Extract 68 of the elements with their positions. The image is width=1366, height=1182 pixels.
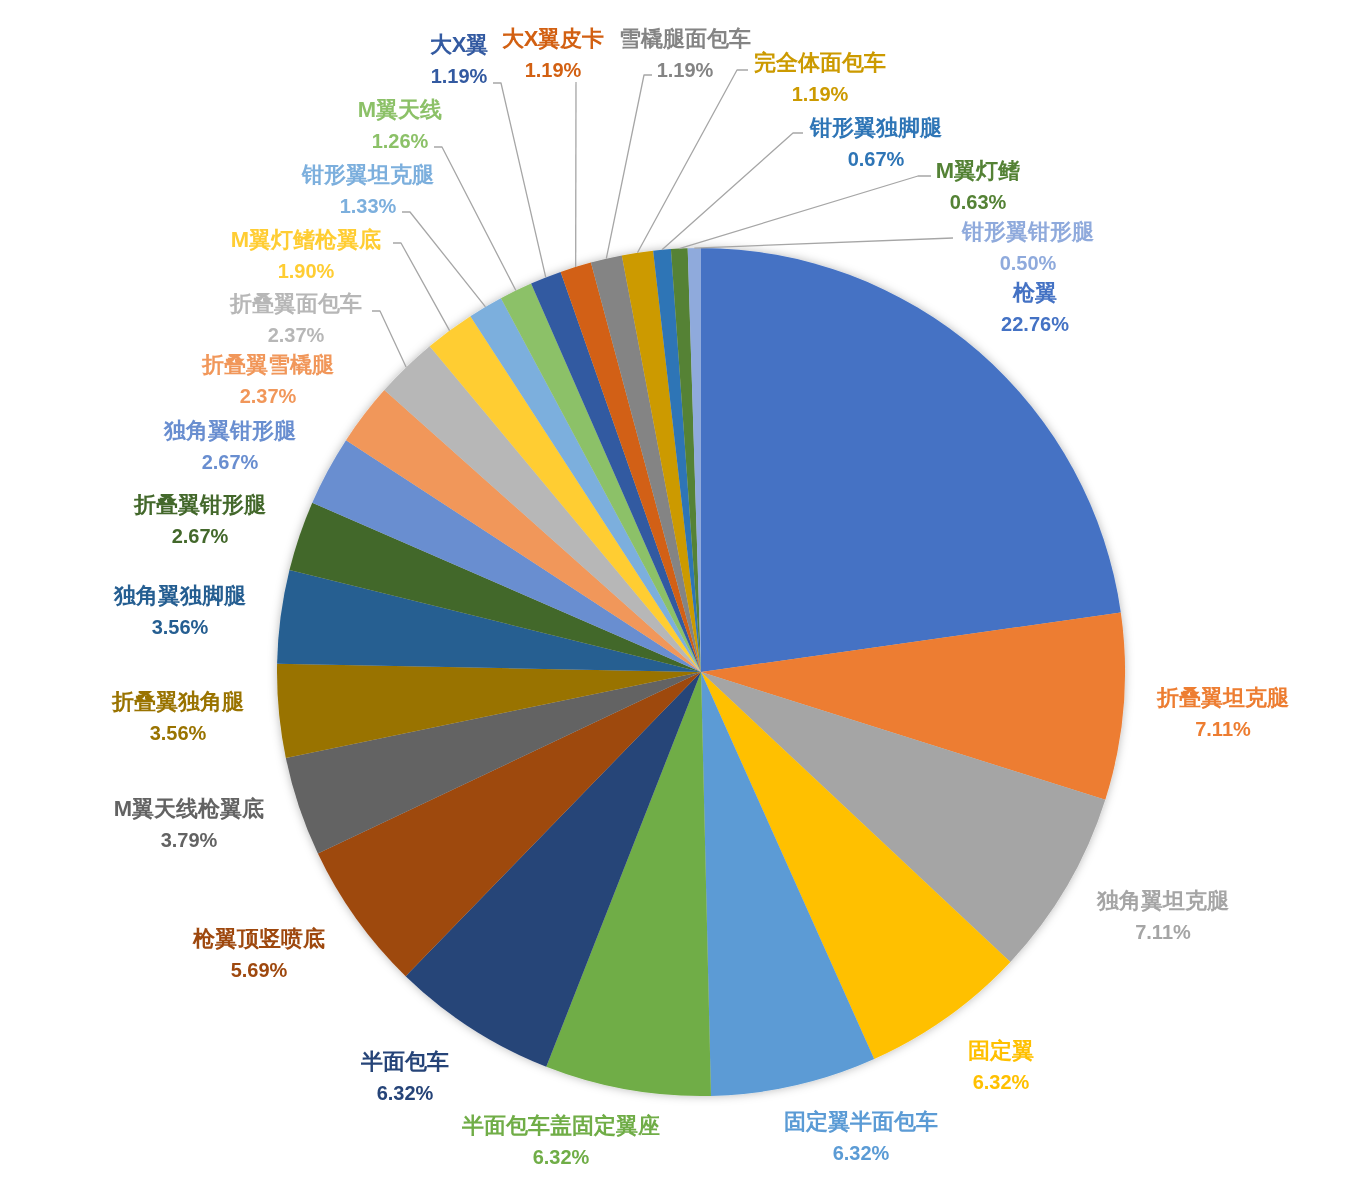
pie-slice	[590, 255, 701, 672]
slice-label: 固定翼	[968, 1037, 1034, 1063]
pie-slice	[701, 612, 1125, 800]
pie-slice	[621, 250, 701, 672]
data-label: 6.32%	[376, 1082, 434, 1104]
slice-label: 固定翼半面包车	[784, 1108, 938, 1134]
data-label: 1.19%	[430, 65, 488, 87]
slice-label: 雪橇腿面包车	[619, 25, 751, 51]
data-label: 2.67%	[201, 451, 259, 473]
slice-label: M翼灯鳍	[935, 157, 1021, 183]
data-label: 2.37%	[267, 324, 325, 346]
slice-label: 枪翼	[1012, 279, 1057, 305]
slice-label: 独角翼钳形腿	[163, 417, 297, 443]
pie-slice	[277, 663, 701, 759]
slice-label: 大X翼	[429, 31, 489, 57]
pie-slice	[560, 262, 701, 672]
pie-slice	[384, 346, 701, 672]
slice-label: 大X翼皮卡	[501, 25, 605, 51]
data-label: 6.32%	[972, 1071, 1030, 1093]
slice-label: 半面包车	[360, 1048, 449, 1074]
pie-slice	[312, 440, 701, 672]
data-label: 6.32%	[832, 1142, 890, 1164]
slice-label: 折叠翼雪橇腿	[201, 351, 335, 377]
data-label: 0.67%	[847, 148, 905, 170]
slice-label: M翼灯鳍枪翼底	[230, 226, 382, 252]
slice-label: M翼天线枪翼底	[113, 795, 265, 821]
pie-slice	[470, 298, 701, 672]
data-label: 3.56%	[151, 616, 209, 638]
pie-slice	[289, 502, 701, 672]
slice-label: 折叠翼面包车	[229, 290, 362, 316]
data-label: 1.90%	[277, 260, 335, 282]
data-label: 2.37%	[239, 385, 297, 407]
slice-label: 独角翼独脚腿	[113, 582, 247, 608]
data-label: 7.11%	[1135, 921, 1192, 943]
slice-label: 钳形翼坦克腿	[301, 161, 435, 187]
pie-slice	[531, 271, 701, 672]
data-label: 22.76%	[1001, 313, 1070, 335]
pie-slice	[546, 672, 711, 1096]
slice-label: 钳形翼钳形腿	[961, 218, 1095, 244]
pie-slice	[701, 672, 875, 1096]
data-label: 0.63%	[949, 191, 1007, 213]
data-label: 3.79%	[160, 829, 218, 851]
data-label: 1.19%	[524, 59, 582, 81]
slice-label: 枪翼顶竖喷底	[192, 925, 325, 951]
data-label: 0.50%	[999, 252, 1057, 274]
pie-slice	[429, 316, 701, 672]
slice-label: 折叠翼独角腿	[111, 688, 245, 714]
pie-slice	[285, 672, 701, 854]
data-label: 1.19%	[791, 83, 849, 105]
slice-label: M翼天线	[357, 96, 443, 122]
data-label: 3.56%	[149, 722, 207, 744]
slice-label: 半面包车盖固定翼座	[461, 1112, 660, 1138]
slice-label: 完全体面包车	[754, 49, 886, 75]
data-label: 5.69%	[230, 959, 288, 981]
pie-slice	[277, 569, 701, 672]
pie-slice	[701, 672, 1011, 1060]
slice-label: 折叠翼钳形腿	[133, 491, 267, 517]
data-label: 6.32%	[532, 1146, 590, 1168]
pie-slice	[346, 390, 701, 672]
data-label: 7.11%	[1195, 718, 1252, 740]
data-label: 1.26%	[371, 130, 429, 152]
pie-slice	[701, 248, 1121, 672]
slice-label: 钳形翼独脚腿	[809, 114, 943, 140]
slice-label: 折叠翼坦克腿	[1156, 684, 1290, 710]
slice-label: 独角翼坦克腿	[1096, 887, 1230, 913]
data-label: 1.33%	[339, 195, 397, 217]
data-label: 2.67%	[171, 525, 229, 547]
data-label: 1.19%	[656, 59, 714, 81]
